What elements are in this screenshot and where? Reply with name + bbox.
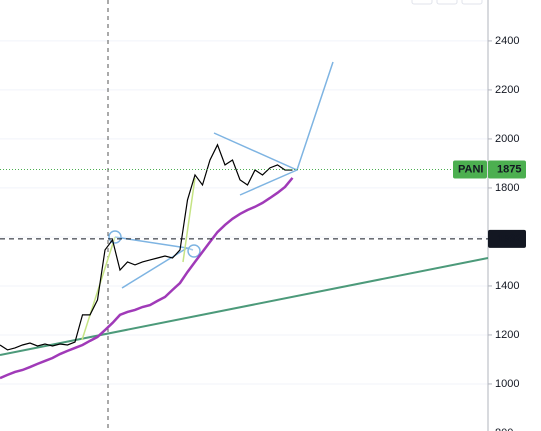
anchor: [187, 244, 201, 258]
price-label: 1592: [497, 233, 521, 245]
series-line: [0, 143, 293, 351]
y-tick-label: 800: [495, 427, 513, 431]
y-tick-label: 2000: [495, 133, 519, 145]
pennant-bottom: [239, 169, 298, 196]
button[interactable]: [411, 0, 433, 5]
symbol-label: PANI: [458, 163, 483, 175]
y-tick-label: 1400: [495, 280, 519, 292]
y-tick-label: 2400: [495, 35, 519, 47]
button[interactable]: [436, 0, 458, 5]
top-buttons: [411, 0, 483, 5]
price-label: 1875: [497, 163, 521, 175]
y-tick-label: 1200: [495, 329, 519, 341]
trend-line: [0, 257, 489, 356]
y-tick-label: 1000: [495, 378, 519, 390]
flag-bottom: [121, 247, 188, 289]
pole: [182, 177, 196, 263]
pattern-drawing: [81, 61, 334, 341]
button[interactable]: [461, 0, 483, 5]
y-tick-label: 1800: [495, 182, 519, 194]
series-line: [0, 177, 294, 380]
price-badge: [488, 160, 526, 179]
pennant-top: [213, 61, 334, 172]
y-tick-label: 2200: [495, 84, 519, 96]
symbol-badge: [453, 160, 487, 179]
price-badge: [488, 229, 526, 248]
pole: [81, 236, 116, 341]
